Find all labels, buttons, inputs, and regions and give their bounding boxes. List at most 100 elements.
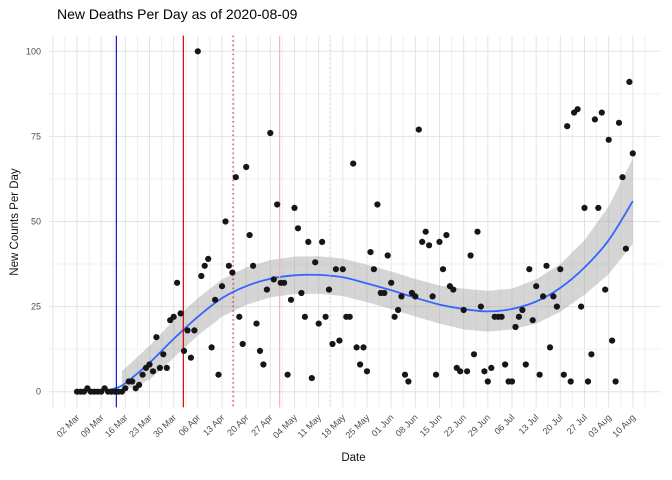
data-point (301, 313, 308, 320)
data-point (305, 238, 312, 245)
data-point (609, 337, 616, 344)
data-point (160, 351, 167, 358)
data-point (522, 361, 529, 368)
x-tick-label: 23 Mar (127, 412, 154, 439)
data-point (308, 375, 315, 382)
data-point (312, 259, 319, 266)
data-point (388, 279, 395, 286)
data-point (619, 174, 626, 181)
data-point (153, 334, 160, 341)
data-point (436, 238, 443, 245)
x-tick-label: 18 May (319, 412, 347, 440)
data-point (194, 48, 201, 55)
data-point (122, 385, 129, 392)
x-tick-label: 04 May (271, 412, 299, 440)
data-point (464, 368, 471, 375)
x-tick-label: 02 Mar (55, 412, 82, 439)
data-point (584, 378, 592, 385)
data-point (191, 327, 198, 334)
data-point (218, 283, 226, 290)
data-point (602, 286, 609, 293)
data-point (574, 106, 581, 113)
data-point (526, 266, 533, 273)
data-point (236, 313, 243, 320)
data-point (281, 279, 288, 286)
data-point (540, 293, 547, 300)
data-point (222, 218, 229, 225)
data-point (519, 306, 526, 314)
data-point (250, 262, 257, 269)
data-point (294, 225, 302, 232)
data-point (384, 252, 391, 259)
data-point (470, 351, 478, 358)
data-point (395, 306, 402, 314)
data-point (319, 238, 326, 245)
data-point (270, 276, 277, 283)
data-point (484, 378, 491, 385)
data-point (360, 344, 367, 351)
x-tick-label: 15 Jun (418, 412, 444, 438)
data-point (146, 361, 153, 368)
chart-title: New Deaths Per Day as of 2020-08-09 (57, 6, 298, 22)
data-point (502, 361, 509, 368)
x-tick-label: 20 Apr (225, 412, 250, 437)
data-point (581, 204, 588, 211)
y-tick-labels: 0 25 50 75 100 (26, 46, 41, 396)
data-point (298, 289, 305, 297)
data-point (315, 320, 322, 327)
confidence-ribbon (121, 158, 633, 392)
data-point (232, 174, 239, 181)
data-point (149, 368, 157, 375)
data-point (443, 232, 450, 239)
data-point (267, 129, 274, 137)
data-point (474, 228, 481, 235)
data-point (287, 296, 295, 303)
data-point (578, 303, 585, 310)
data-point (498, 313, 505, 320)
data-point (198, 272, 205, 280)
data-point (260, 361, 267, 368)
data-point (374, 201, 381, 208)
data-point (605, 136, 612, 143)
x-tick-label: 11 May (296, 412, 324, 440)
data-point (615, 119, 623, 126)
data-point (239, 340, 246, 348)
data-point (339, 266, 346, 273)
x-tick-label: 22 Jun (442, 412, 468, 438)
data-point (560, 371, 567, 378)
x-tick-label: 25 May (343, 412, 371, 440)
data-point (381, 289, 388, 297)
data-point (429, 293, 436, 300)
data-point (263, 286, 270, 293)
x-tick-label: 29 Jun (466, 412, 492, 438)
data-point (246, 232, 253, 239)
y-tick-label: 100 (26, 46, 41, 56)
x-tick-label: 08 Jun (394, 412, 420, 438)
data-point (536, 371, 543, 378)
data-point (256, 347, 264, 354)
y-tick-label: 0 (36, 387, 41, 397)
data-point (174, 279, 181, 286)
data-point (412, 293, 419, 300)
data-point (401, 371, 409, 378)
data-point (284, 371, 291, 378)
data-point (546, 344, 554, 351)
data-point (564, 123, 571, 130)
data-point (357, 361, 364, 368)
data-point (419, 238, 426, 245)
data-point (432, 371, 440, 378)
data-point (557, 266, 564, 273)
data-point (591, 116, 599, 123)
data-point (229, 269, 236, 276)
data-point (129, 378, 136, 385)
data-point (243, 163, 250, 171)
data-point (533, 283, 540, 290)
data-point (332, 266, 339, 273)
x-tick-label: 10 Aug (610, 412, 637, 439)
data-point (291, 204, 298, 211)
data-point (346, 313, 353, 320)
x-tick-label: 06 Jul (492, 412, 516, 436)
data-point (508, 378, 516, 385)
